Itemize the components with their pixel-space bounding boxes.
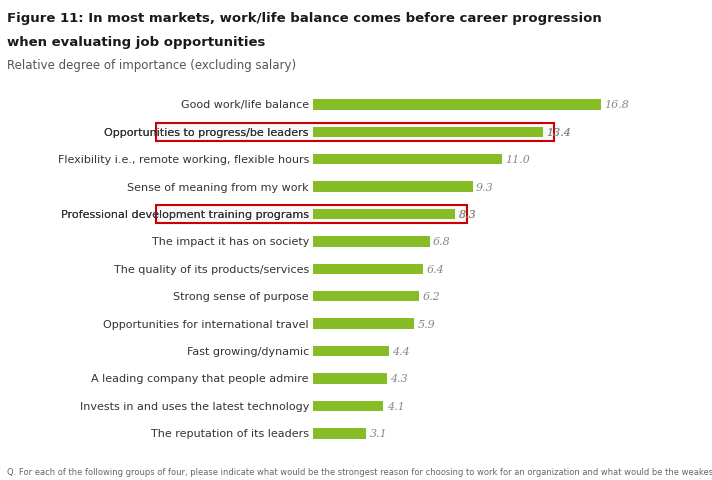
Text: 6.2: 6.2 [423, 292, 441, 301]
Text: Opportunities for international travel: Opportunities for international travel [103, 319, 309, 329]
Bar [313, 182, 473, 192]
Bar [313, 373, 387, 384]
Bar [313, 428, 367, 439]
Text: 4.3: 4.3 [390, 374, 408, 384]
Text: Professional development training programs: Professional development training progra… [61, 210, 309, 219]
Text: Relative degree of importance (excluding salary): Relative degree of importance (excluding… [7, 59, 296, 72]
Text: Strong sense of purpose: Strong sense of purpose [174, 292, 309, 301]
Bar [313, 264, 423, 275]
Bar [313, 319, 414, 329]
Bar [156, 124, 554, 142]
Bar [313, 100, 601, 110]
Bar [313, 127, 543, 138]
Text: 8.3: 8.3 [459, 210, 476, 219]
Text: 4.4: 4.4 [392, 347, 410, 356]
Text: 13.4: 13.4 [546, 128, 571, 137]
Text: 6.8: 6.8 [433, 237, 451, 247]
Text: Fast growing/dynamic: Fast growing/dynamic [187, 347, 309, 356]
Text: 3.1: 3.1 [370, 429, 387, 438]
Text: Figure 11: In most markets, work/life balance comes before career progression: Figure 11: In most markets, work/life ba… [7, 12, 602, 25]
Bar [313, 346, 389, 357]
Text: when evaluating job opportunities: when evaluating job opportunities [7, 36, 266, 49]
Text: Professional development training programs: Professional development training progra… [61, 210, 309, 219]
Text: 6.4: 6.4 [426, 264, 444, 274]
Bar [313, 209, 456, 220]
Text: The reputation of its leaders: The reputation of its leaders [151, 429, 309, 438]
Text: Opportunities to progress/be leaders: Opportunities to progress/be leaders [105, 128, 309, 137]
Bar [313, 127, 543, 138]
Text: 16.8: 16.8 [604, 100, 629, 110]
Text: Good work/life balance: Good work/life balance [181, 100, 309, 110]
Bar [313, 237, 430, 247]
Bar [313, 155, 502, 165]
Text: 4.1: 4.1 [387, 401, 404, 411]
Bar [313, 401, 384, 411]
Bar [156, 205, 466, 224]
Text: Opportunities to progress/be leaders: Opportunities to progress/be leaders [105, 128, 309, 137]
Text: Invests in and uses the latest technology: Invests in and uses the latest technolog… [80, 401, 309, 411]
Bar [313, 209, 456, 220]
Text: 5.9: 5.9 [418, 319, 436, 329]
Text: 13.4: 13.4 [546, 128, 571, 137]
Text: 11.0: 11.0 [505, 155, 530, 165]
Text: 8.3: 8.3 [459, 210, 476, 219]
Text: Sense of meaning from my work: Sense of meaning from my work [127, 182, 309, 192]
Text: The impact it has on society: The impact it has on society [152, 237, 309, 247]
Text: 9.3: 9.3 [476, 182, 493, 192]
Bar [313, 291, 419, 302]
Text: A leading company that people admire: A leading company that people admire [92, 374, 309, 384]
Text: Q. For each of the following groups of four, please indicate what would be the s: Q. For each of the following groups of f… [7, 467, 712, 476]
Text: Flexibility i.e., remote working, flexible hours: Flexibility i.e., remote working, flexib… [58, 155, 309, 165]
Text: The quality of its products/services: The quality of its products/services [114, 264, 309, 274]
